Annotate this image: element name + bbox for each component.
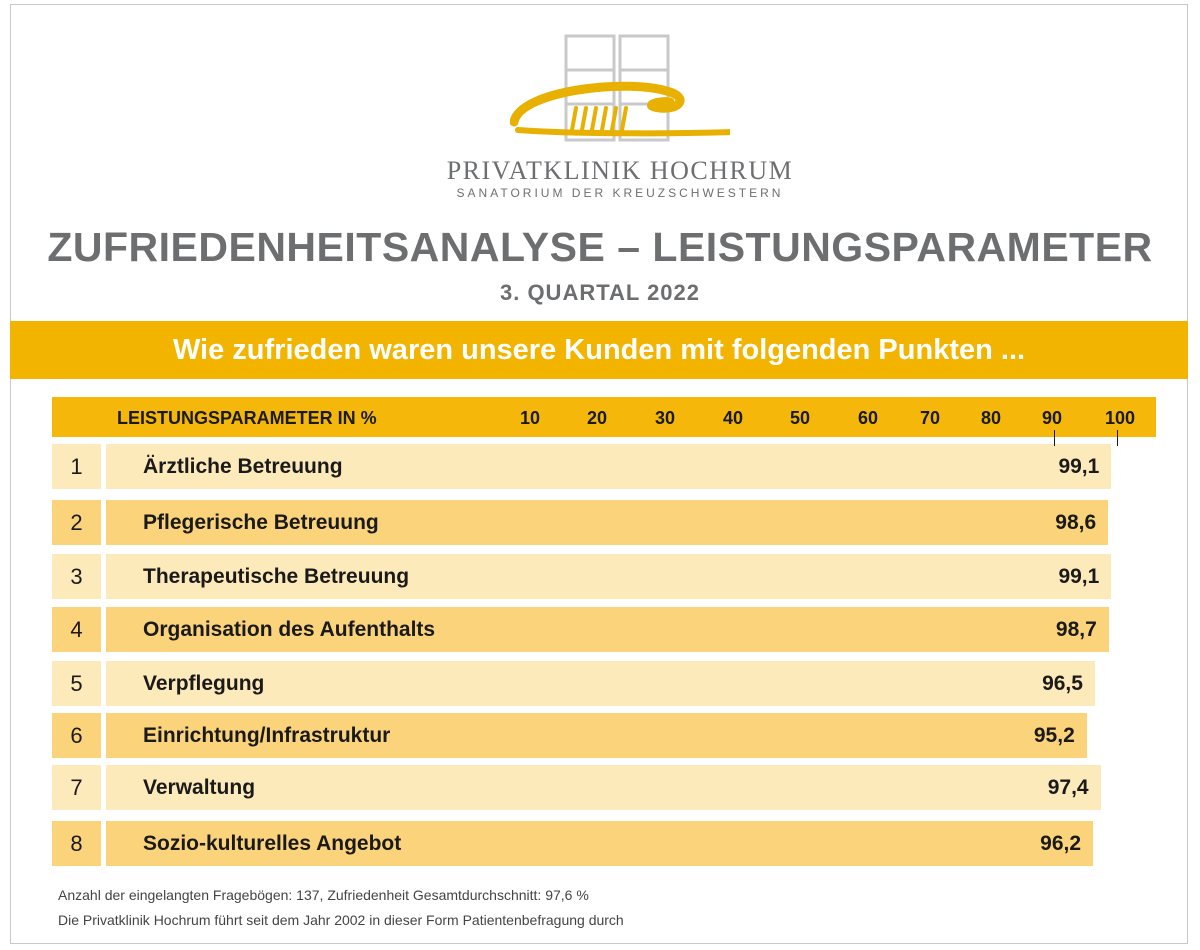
row-rank: 2 [52, 500, 101, 545]
row-rank: 8 [52, 821, 101, 866]
x-tick-label: 40 [722, 408, 744, 428]
x-tick-label: 60 [857, 408, 879, 428]
row-rank: 5 [52, 661, 101, 706]
x-tick-label: 80 [980, 408, 1002, 428]
category-label: Verwaltung [143, 776, 256, 799]
x-tick-label: 50 [789, 408, 811, 428]
bar [106, 821, 1094, 866]
x-tick-label: 20 [586, 408, 608, 428]
value-label: 99,1 [1058, 565, 1100, 588]
chart-row: 1 Ärztliche Betreuung 99,1 [52, 444, 1156, 489]
category-label: Therapeutische Betreuung [143, 565, 410, 588]
category-label: Verpflegung [143, 672, 265, 695]
row-rank: 7 [52, 765, 101, 810]
chart-row: 6 Einrichtung/Infrastruktur 95,2 [52, 713, 1156, 758]
x-tick-mark [1054, 430, 1055, 446]
value-label: 99,1 [1058, 455, 1100, 478]
bar [106, 607, 1109, 652]
clinic-logo: PRIVATKLINIK HOCHRUM SANATORIUM DER KREU… [430, 30, 810, 200]
row-rank: 4 [52, 607, 101, 652]
question-banner: Wie zufrieden waren unsere Kunden mit fo… [10, 321, 1188, 379]
value-label: 96,5 [1042, 672, 1083, 695]
bar [106, 713, 1087, 758]
banner-text: Wie zufrieden waren unsere Kunden mit fo… [172, 334, 1026, 366]
value-label: 98,7 [1055, 618, 1097, 641]
category-label: Pflegerische Betreuung [143, 511, 379, 534]
bar [106, 554, 1112, 599]
row-rank: 3 [52, 554, 101, 599]
row-rank: 1 [52, 444, 101, 489]
chart-row: 2 Pflegerische Betreuung 98,6 [52, 500, 1156, 545]
bar [106, 661, 1095, 706]
category-label: Ärztliche Betreuung [143, 455, 343, 478]
chart-row: 3 Therapeutische Betreuung 99,1 [52, 554, 1156, 599]
logo-name: PRIVATKLINIK HOCHRUM [446, 156, 794, 185]
chart-row: 4 Organisation des Aufenthalts 98,7 [52, 607, 1156, 652]
chart-row: 5 Verpflegung 96,5 [52, 661, 1156, 706]
page-title: ZUFRIEDENHEITSANALYSE – LEISTUNGSPARAMET… [47, 224, 1153, 270]
x-axis-label: LEISTUNGSPARAMETER IN % [117, 408, 377, 428]
page-subtitle: 3. QUARTAL 2022 [499, 280, 701, 305]
x-tick-label: 100 [1104, 408, 1136, 428]
category-label: Sozio-kulturelles Angebot [143, 832, 402, 855]
bar [106, 765, 1101, 810]
x-tick-label: 90 [1041, 408, 1063, 428]
category-label: Organisation des Aufenthalts [143, 618, 436, 641]
footnote-survey-info: Die Privatklinik Hochrum führt seit dem … [58, 912, 624, 928]
category-label: Einrichtung/Infrastruktur [143, 724, 391, 747]
x-tick-mark [1117, 430, 1118, 446]
footnote-questionnaires: Anzahl der eingelangten Fragebögen: 137,… [58, 887, 589, 903]
value-label: 98,6 [1055, 511, 1097, 534]
row-rank: 6 [52, 713, 101, 758]
value-label: 97,4 [1047, 776, 1089, 799]
value-label: 95,2 [1033, 724, 1075, 747]
value-label: 96,2 [1040, 832, 1082, 855]
chart-row: 8 Sozio-kulturelles Angebot 96,2 [52, 821, 1156, 866]
chart-header: LEISTUNGSPARAMETER IN % 10 20 30 40 50 60 70 80… [52, 397, 1156, 437]
bar [106, 444, 1112, 489]
x-tick-label: 30 [654, 408, 676, 428]
logo-emblem-icon [510, 34, 730, 142]
page-frame [10, 4, 1188, 944]
x-tick-label: 70 [919, 408, 941, 428]
chart-row: 7 Verwaltung 97,4 [52, 765, 1156, 810]
logo-subtitle: SANATORIUM DER KREUZSCHWESTERN [456, 186, 784, 200]
bar [106, 500, 1109, 545]
x-tick-label: 10 [519, 408, 541, 428]
